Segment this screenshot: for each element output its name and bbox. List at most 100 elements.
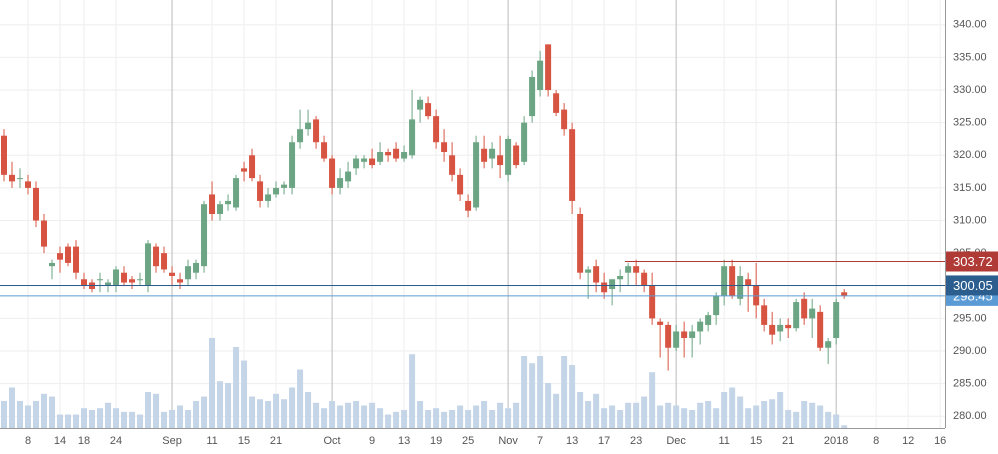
volume-bar <box>393 411 400 428</box>
volume-bar <box>641 396 648 428</box>
x-tick-label: Nov <box>498 435 518 447</box>
x-tick-label: 7 <box>537 435 543 447</box>
volume-bar <box>369 402 376 428</box>
volume-bar <box>609 405 616 428</box>
volume-bar <box>593 393 600 428</box>
volume-bar <box>449 410 456 428</box>
x-tick-label: 21 <box>782 435 794 447</box>
candle-body <box>521 122 528 162</box>
y-tick-label: 295.00 <box>953 312 987 324</box>
price-level-label: 300.05 <box>953 278 993 293</box>
candle-body <box>81 279 88 286</box>
candle-body <box>633 266 640 273</box>
x-tick-label: 21 <box>270 435 282 447</box>
candle-body <box>193 262 200 273</box>
candle-body <box>65 246 72 263</box>
y-tick-label: 325.00 <box>953 117 987 129</box>
candle-body <box>737 275 744 299</box>
volume-bar <box>209 338 216 428</box>
candle-body <box>393 148 400 159</box>
price-level-label: 303.72 <box>953 254 993 269</box>
candle-body <box>337 178 344 188</box>
candle-body <box>697 321 704 332</box>
candle-body <box>225 200 232 205</box>
volume-bar <box>129 411 136 428</box>
volume-bar <box>545 383 552 428</box>
volume-bar <box>521 356 528 428</box>
volume-bar <box>537 356 544 428</box>
candle-body <box>465 200 472 211</box>
volume-bar <box>697 402 704 428</box>
volume-bar <box>41 393 48 428</box>
volume-bar <box>481 401 488 428</box>
volume-bar <box>33 401 40 428</box>
volume-bar <box>113 408 120 428</box>
x-tick-label: 11 <box>206 435 217 447</box>
volume-bar <box>721 392 728 428</box>
volume-bar <box>273 393 280 428</box>
volume-bar <box>337 405 344 428</box>
x-tick-label: 17 <box>598 435 610 447</box>
candle-body <box>249 155 256 179</box>
volume-bar <box>825 411 832 428</box>
candle-body <box>561 109 568 130</box>
candle-body <box>793 302 800 329</box>
candle-body <box>617 275 624 280</box>
volume-bar <box>249 396 256 428</box>
candle-body <box>9 174 16 182</box>
candle-body <box>49 262 56 267</box>
volume-bar <box>785 410 792 428</box>
volume-bar <box>73 414 80 428</box>
volume-bar <box>657 405 664 428</box>
candle-body <box>113 269 120 286</box>
volume-bar <box>65 414 72 428</box>
candle-body <box>33 187 40 221</box>
candle-body <box>505 138 512 175</box>
candle-body <box>385 152 392 156</box>
volume-bar <box>49 396 56 428</box>
candle-body <box>1 135 8 175</box>
candle-body <box>657 321 664 325</box>
candle-body <box>513 145 520 166</box>
volume-bar <box>1 401 8 428</box>
volume-bar <box>289 387 296 428</box>
volume-bar <box>561 356 568 428</box>
candle-body <box>153 246 160 267</box>
candle-body <box>641 272 648 286</box>
x-tick-label: 11 <box>718 435 729 447</box>
volume-bar <box>497 402 504 428</box>
candle-body <box>449 155 456 175</box>
candle-body <box>809 308 816 319</box>
volume-bar <box>297 369 304 428</box>
candle-body <box>289 142 296 188</box>
volume-bar <box>305 392 312 428</box>
candle-body <box>473 142 480 208</box>
candle-body <box>689 331 696 338</box>
candle-body <box>209 194 216 214</box>
volume-bar <box>385 414 392 428</box>
volume-bar <box>729 387 736 428</box>
candle-body <box>305 122 312 130</box>
volume-bar <box>737 396 744 428</box>
volume-bar <box>121 411 128 428</box>
volume-bar <box>465 410 472 428</box>
volume-bar <box>185 410 192 428</box>
candle-body <box>169 272 176 276</box>
volume-bar <box>529 363 536 428</box>
volume-bar <box>225 383 232 428</box>
volume-bar <box>793 411 800 428</box>
volume-bar <box>433 408 440 428</box>
x-tick-label: Oct <box>324 435 341 447</box>
volume-bar <box>25 405 32 428</box>
x-tick-label: 18 <box>78 435 90 447</box>
volume-bar <box>705 401 712 428</box>
candle-body <box>457 174 464 195</box>
x-tick-label: 8 <box>873 435 879 447</box>
candle-body <box>121 272 128 283</box>
candle-body <box>377 152 384 162</box>
candle-body <box>417 99 424 110</box>
volume-bar <box>833 414 840 428</box>
y-tick-label: 320.00 <box>953 149 987 161</box>
x-tick-label: 13 <box>398 435 410 447</box>
volume-bar <box>233 347 240 428</box>
